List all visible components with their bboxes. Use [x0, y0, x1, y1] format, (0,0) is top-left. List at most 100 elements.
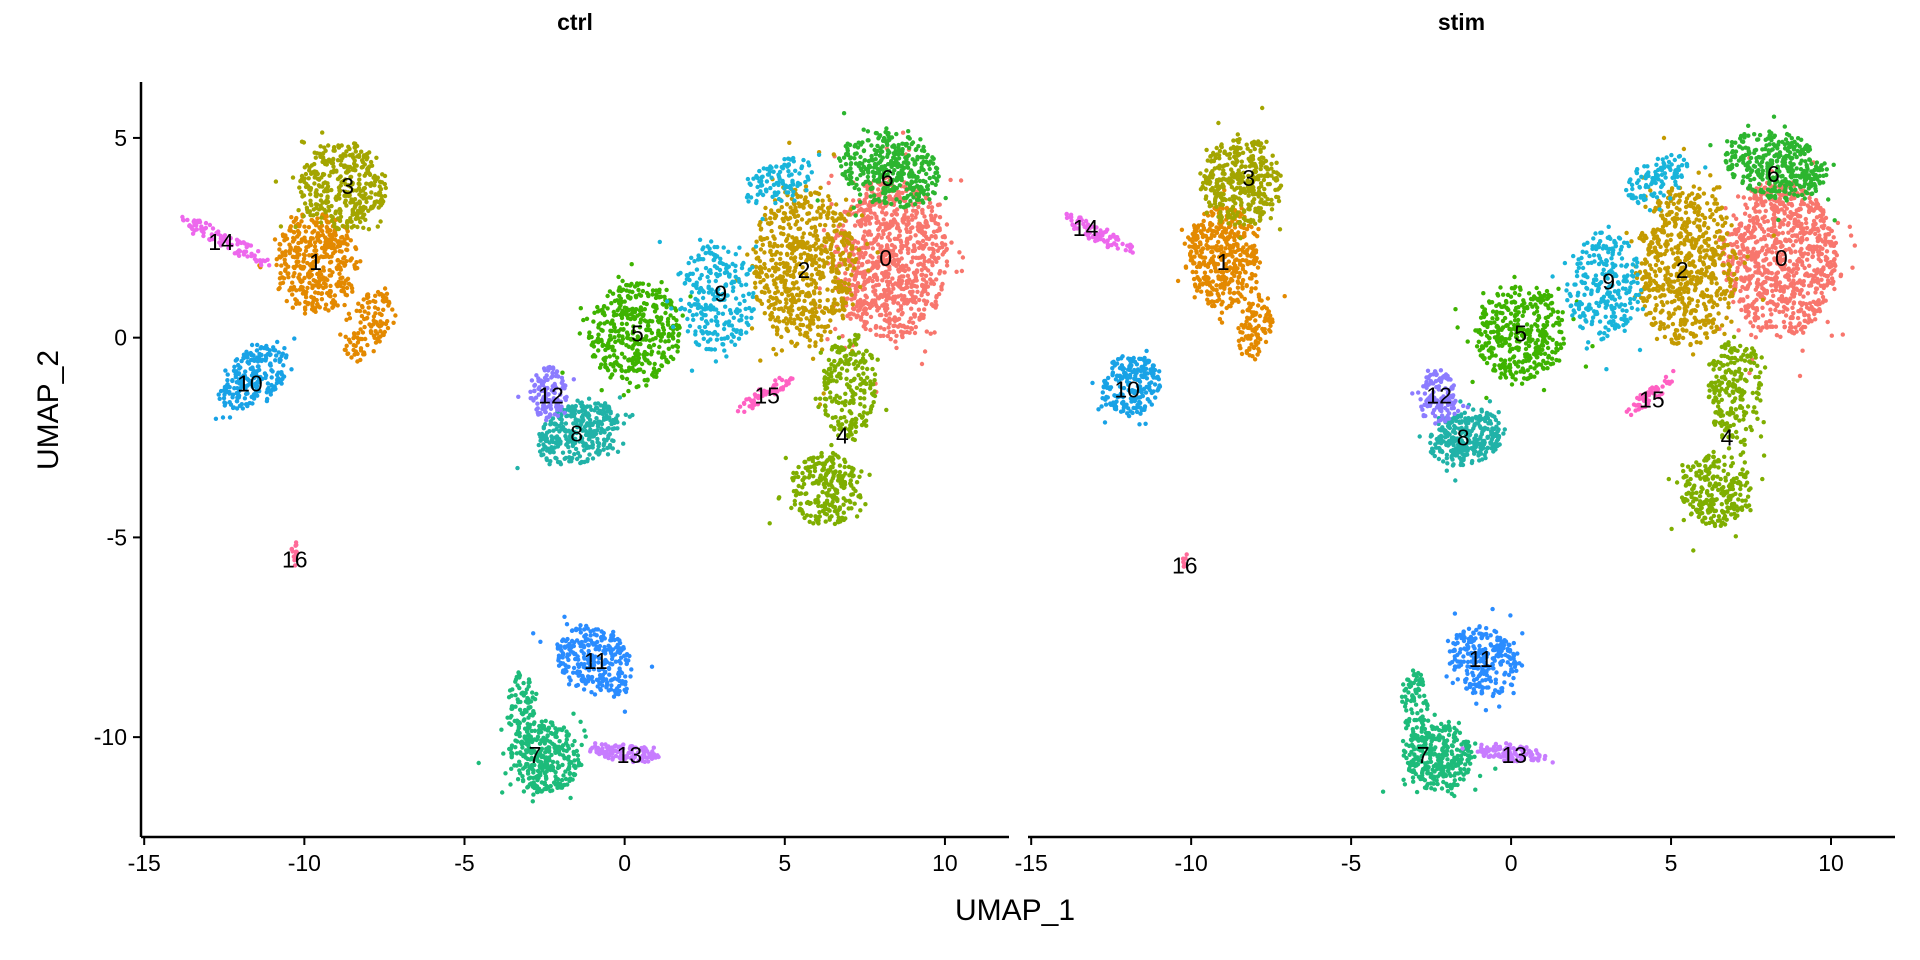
cluster-point: [853, 366, 858, 371]
cluster-point: [645, 377, 650, 382]
cluster-point: [656, 367, 662, 373]
cluster-point: [738, 328, 744, 333]
cluster-point: [678, 297, 683, 303]
cluster-point: [753, 250, 758, 255]
cluster-point: [508, 715, 513, 720]
cluster-point: [292, 237, 297, 242]
cluster-point: [742, 298, 747, 304]
cluster-point: [777, 495, 782, 500]
cluster-point: [293, 224, 298, 230]
cluster-point: [916, 192, 922, 197]
cluster-point: [367, 322, 372, 327]
cluster-point: [833, 249, 838, 255]
cluster-point: [318, 193, 324, 198]
cluster-point: [799, 164, 805, 169]
cluster-point: [627, 365, 632, 370]
cluster-point: [842, 415, 847, 420]
cluster-point: [373, 192, 378, 197]
cluster-point: [300, 194, 305, 199]
cluster-point: [779, 205, 784, 210]
cluster-point: [887, 321, 892, 326]
cluster-point: [366, 208, 371, 213]
cluster-point: [334, 169, 339, 174]
cluster-point: [646, 282, 651, 287]
cluster-point: [779, 334, 784, 340]
cluster-point: [865, 241, 870, 247]
cluster-point: [714, 337, 720, 342]
cluster-point: [535, 789, 540, 795]
cluster-point: [831, 253, 836, 259]
cluster-point: [729, 332, 735, 337]
cluster-7-points: [476, 670, 588, 804]
cluster-point: [826, 180, 831, 186]
cluster-point: [763, 187, 769, 192]
cluster-point: [770, 324, 776, 329]
cluster-point: [901, 160, 907, 165]
cluster-point: [784, 251, 790, 257]
cluster-point: [814, 190, 820, 196]
cluster-point: [870, 246, 876, 251]
cluster-point: [550, 447, 555, 453]
cluster-point: [933, 170, 938, 176]
cluster-point: [887, 231, 892, 236]
cluster-point: [305, 209, 310, 215]
cluster-point: [527, 736, 532, 741]
cluster-point: [801, 481, 807, 487]
cluster-point: [364, 199, 369, 205]
cluster-point: [591, 344, 597, 349]
cluster-point: [666, 346, 671, 351]
cluster-point: [309, 203, 314, 208]
cluster-point: [886, 131, 891, 136]
cluster-point: [532, 697, 538, 702]
cluster-point: [579, 408, 584, 414]
cluster-point: [870, 158, 875, 163]
cluster-point: [865, 168, 871, 174]
cluster-point: [754, 274, 760, 279]
cluster-point: [508, 782, 513, 787]
cluster-point: [315, 235, 321, 241]
cluster-point: [596, 339, 601, 344]
cluster-point: [737, 245, 742, 250]
cluster-point: [715, 244, 720, 250]
cluster-point: [890, 248, 896, 253]
cluster-point: [662, 294, 667, 299]
cluster-point: [711, 257, 716, 263]
cluster-point: [346, 311, 352, 316]
cluster-point: [921, 262, 926, 268]
cluster-point: [720, 311, 726, 316]
cluster-point: [794, 219, 800, 224]
cluster-point: [534, 691, 539, 697]
cluster-point: [748, 182, 753, 187]
cluster-point: [839, 366, 845, 371]
cluster-point: [815, 497, 820, 502]
cluster-point: [666, 338, 671, 344]
cluster-point: [913, 233, 918, 238]
cluster-point: [705, 244, 710, 249]
cluster-point: [582, 448, 587, 453]
cluster-point: [817, 257, 822, 262]
cluster-point: [230, 378, 235, 384]
cluster-point: [862, 404, 867, 409]
cluster-point: [861, 275, 867, 280]
cluster-point: [761, 236, 767, 242]
cluster-point: [863, 381, 869, 386]
cluster-point: [874, 332, 879, 337]
cluster-point: [326, 143, 331, 148]
cluster-point: [543, 433, 548, 438]
cluster-point: [298, 189, 304, 195]
cluster-point: [781, 264, 787, 269]
cluster-point: [689, 255, 694, 260]
cluster-point: [924, 280, 929, 285]
cluster-point: [723, 262, 729, 268]
cluster-point: [557, 739, 562, 744]
cluster-point: [831, 378, 836, 383]
cluster-point: [927, 175, 932, 181]
cluster-point: [786, 162, 792, 168]
cluster-point: [933, 305, 938, 310]
cluster-point: [914, 255, 919, 260]
cluster-point: [892, 299, 897, 305]
cluster-point: [864, 193, 869, 198]
cluster-point: [885, 283, 891, 288]
cluster-point: [590, 422, 595, 427]
cluster-point: [920, 246, 926, 251]
